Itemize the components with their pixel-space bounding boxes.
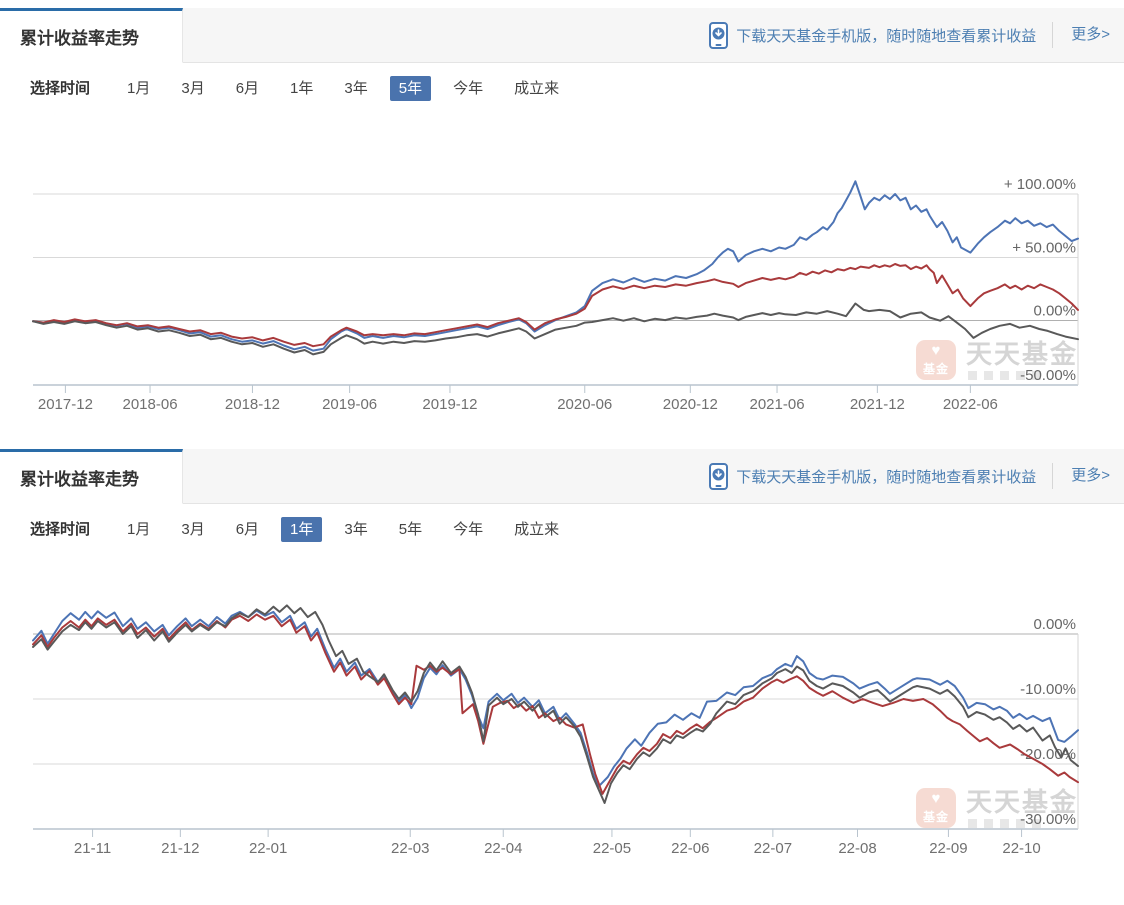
time-option-成立来[interactable]: 成立来 (514, 520, 560, 538)
svg-text:2020-06: 2020-06 (557, 396, 612, 413)
svg-text:-30.00%: -30.00% (1020, 811, 1076, 828)
download-app-link[interactable]: 下载天天基金手机版，随时随地查看累计收益 (709, 462, 1037, 490)
svg-text:-50.00%: -50.00% (1020, 367, 1076, 384)
svg-text:2021-12: 2021-12 (850, 396, 905, 413)
tab-cumulative-return[interactable]: 累计收益率走势 (0, 8, 183, 63)
svg-text:22-03: 22-03 (391, 840, 429, 857)
time-option-1月[interactable]: 1月 (127, 79, 151, 97)
svg-text:22-09: 22-09 (929, 840, 967, 857)
svg-text:22-04: 22-04 (484, 840, 522, 857)
cumulative-return-chart-1y[interactable]: 0.00%-10.00%-20.00%-30.00%21-11 21-12 22-0… (0, 552, 1124, 898)
svg-text:21-12: 21-12 (161, 840, 199, 857)
svg-text:21-11: 21-11 (74, 840, 111, 857)
download-app-text: 下载天天基金手机版，随时随地查看累计收益 (736, 468, 1037, 486)
svg-text:+ 100.00%: + 100.00% (1004, 176, 1076, 193)
chart-area-1y: ♥ 基金 天天基金 0.00% -10.00% -20.00% -30.00% 21-1… (0, 552, 1124, 898)
time-option-3月[interactable]: 3月 (181, 520, 205, 538)
time-option-今年[interactable]: 今年 (453, 79, 484, 97)
svg-text:2021-06: 2021-06 (750, 396, 805, 413)
time-option-3月[interactable]: 3月 (181, 79, 205, 97)
time-option-group: 1月 3月 6月 1年 3年 5年 今年 成立来 (118, 516, 581, 542)
svg-text:+ 50.00%: + 50.00% (1012, 240, 1076, 257)
svg-text:22-01: 22-01 (249, 840, 287, 857)
time-option-group: 1月 3月 6月 1年 3年 5年 今年 成立来 (118, 75, 581, 101)
panel-tabbar: 累计收益率走势 下载天天基金手机版，随时随地查看累计收益 更多> (0, 8, 1124, 63)
time-option-5年[interactable]: 5年 (389, 75, 432, 101)
more-link[interactable]: 更多> (1052, 22, 1110, 48)
phone-download-icon (709, 462, 729, 490)
svg-text:22-06: 22-06 (671, 840, 709, 857)
time-option-今年[interactable]: 今年 (453, 520, 484, 538)
time-range-toolbar: 选择时间 1月 3月 6月 1年 3年 5年 今年 成立来 (0, 504, 1124, 552)
watermark: ♥ 基金 天天基金 (915, 787, 1078, 828)
svg-text:22-10: 22-10 (1002, 840, 1040, 857)
panel-tabbar: 累计收益率走势 下载天天基金手机版，随时随地查看累计收益 更多> (0, 449, 1124, 504)
svg-text:2019-12: 2019-12 (422, 396, 477, 413)
watermark-slogan (967, 371, 1078, 380)
tab-cumulative-return[interactable]: 累计收益率走势 (0, 449, 183, 504)
download-app-link[interactable]: 下载天天基金手机版，随时随地查看累计收益 (709, 21, 1037, 49)
tabbar-right: 下载天天基金手机版，随时随地查看累计收益 更多> (183, 449, 1124, 503)
time-option-1年[interactable]: 1年 (290, 79, 314, 97)
phone-download-icon (709, 21, 729, 49)
svg-text:0.00%: 0.00% (1033, 303, 1076, 320)
svg-text:2017-12: 2017-12 (38, 396, 93, 413)
time-option-3年[interactable]: 3年 (344, 520, 368, 538)
series-fund-blue (32, 609, 1079, 788)
cumulative-return-panel-1y: 累计收益率走势 下载天天基金手机版，随时随地查看累计收益 更多> 选择时间 1月… (0, 449, 1124, 898)
time-select-label: 选择时间 (30, 520, 91, 538)
time-range-toolbar: 选择时间 1月 3月 6月 1年 3年 5年 今年 成立来 (0, 63, 1124, 111)
time-select-label: 选择时间 (30, 79, 91, 97)
svg-text:22-05: 22-05 (593, 840, 631, 857)
time-option-6月[interactable]: 6月 (235, 79, 260, 97)
watermark-brand-text: 天天基金 (965, 787, 1078, 817)
series-fund-red (32, 613, 1079, 795)
svg-text:2020-12: 2020-12 (663, 396, 718, 413)
svg-text:2019-06: 2019-06 (322, 396, 377, 413)
tabbar-right: 下载天天基金手机版，随时随地查看累计收益 更多> (183, 8, 1124, 62)
fund-logo-icon: ♥ 基金 (915, 788, 956, 828)
svg-text:2018-12: 2018-12 (225, 396, 280, 413)
time-option-成立来[interactable]: 成立来 (514, 79, 560, 97)
time-option-5年[interactable]: 5年 (398, 520, 423, 538)
series-fund-blue (32, 180, 1079, 352)
time-option-1年[interactable]: 1年 (281, 516, 323, 542)
more-link[interactable]: 更多> (1052, 463, 1110, 489)
cumulative-return-chart-5y[interactable]: + 100.00% + 50.00% 0.00% -50.00% 2017-12 2018… (0, 111, 1124, 441)
cumulative-return-panel-5y: 累计收益率走势 下载天天基金手机版，随时随地查看累计收益 更多> 选择时间 1月… (0, 8, 1124, 441)
time-option-3年[interactable]: 3年 (344, 79, 368, 97)
watermark: ♥ 基金 天天基金 (915, 339, 1078, 380)
series-fund-red (32, 263, 1079, 348)
fund-logo-icon: ♥ 基金 (915, 340, 956, 380)
time-option-6月[interactable]: 6月 (235, 520, 260, 538)
svg-text:2018-06: 2018-06 (123, 396, 178, 413)
tab-title: 累计收益率走势 (20, 29, 139, 48)
watermark-brand-text: 天天基金 (965, 339, 1078, 369)
time-option-1月[interactable]: 1月 (127, 520, 151, 538)
series-fund-gray (32, 604, 1079, 804)
svg-text:22-07: 22-07 (754, 840, 792, 857)
tab-title: 累计收益率走势 (20, 470, 139, 489)
svg-text:-10.00%: -10.00% (1020, 681, 1076, 698)
download-app-text: 下载天天基金手机版，随时随地查看累计收益 (736, 27, 1037, 45)
svg-text:22-08: 22-08 (838, 840, 876, 857)
svg-text:0.00%: 0.00% (1033, 616, 1076, 633)
svg-text:2022-06: 2022-06 (943, 396, 998, 413)
series-fund-gray (32, 302, 1079, 356)
watermark-slogan (967, 819, 1078, 828)
chart-area-5y: ♥ 基金 天天基金 + 100.00% + 50.00% 0.00% -50.00% 2… (0, 111, 1124, 441)
